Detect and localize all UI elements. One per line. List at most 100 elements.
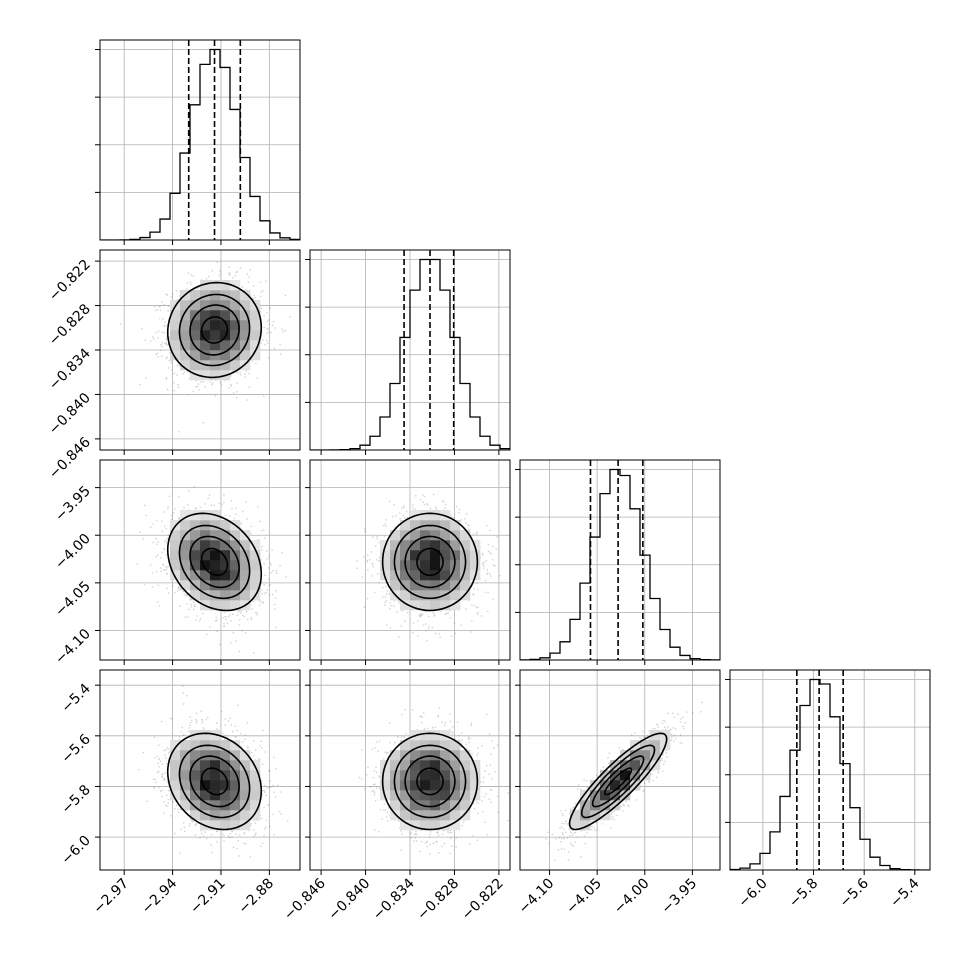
- density-cell: [460, 810, 471, 821]
- density-cell: [190, 520, 201, 531]
- density-cell: [440, 550, 451, 561]
- density-cell: [620, 750, 631, 761]
- density-cell: [240, 310, 251, 321]
- density-cell: [240, 750, 251, 761]
- x-tick-label: −2.91: [187, 876, 229, 918]
- density-cell: [180, 320, 191, 331]
- density-cell: [220, 820, 231, 831]
- density-cell: [250, 540, 261, 551]
- density-cell: [420, 810, 431, 821]
- density-cell: [410, 530, 421, 541]
- density-cell: [170, 750, 181, 761]
- density-cell: [440, 530, 451, 541]
- density-cell: [430, 790, 441, 801]
- density-cell: [450, 520, 461, 531]
- density-cell: [210, 280, 221, 291]
- density-cell: [180, 510, 191, 521]
- density-cell: [200, 330, 211, 341]
- contour-line: [603, 767, 633, 796]
- density-cell: [230, 350, 241, 361]
- density-cell: [420, 750, 431, 761]
- density-cell: [640, 750, 651, 761]
- density-cell: [200, 510, 211, 521]
- density-cell: [220, 740, 231, 751]
- density-cell: [400, 800, 411, 811]
- density-cell: [220, 350, 231, 361]
- density-cell: [410, 540, 421, 551]
- contour-line: [393, 744, 467, 819]
- density-cell: [200, 810, 211, 821]
- contour-line: [178, 524, 251, 600]
- density-cell: [220, 540, 231, 551]
- density-cell: [570, 820, 581, 831]
- density-cell: [200, 370, 211, 381]
- density-cell: [590, 800, 601, 811]
- density-cell: [400, 580, 411, 591]
- density-cell: [190, 780, 201, 791]
- contour-line: [166, 512, 263, 612]
- density-cell: [420, 550, 431, 561]
- density-cell: [230, 280, 241, 291]
- density-cell: [390, 580, 401, 591]
- density-cell: [200, 550, 211, 561]
- density-cell: [580, 800, 591, 811]
- y-tick-label: −3.95: [52, 483, 94, 525]
- density-cell: [240, 590, 251, 601]
- density-cell: [210, 780, 221, 791]
- density-cell: [220, 570, 231, 581]
- density-cell: [230, 800, 241, 811]
- density-cell: [180, 520, 191, 531]
- density-cell: [570, 810, 581, 821]
- density-cell: [210, 540, 221, 551]
- density-cell: [630, 750, 641, 761]
- density-cell: [200, 790, 211, 801]
- density-cell: [170, 790, 181, 801]
- density-cell: [450, 800, 461, 811]
- histogram-0: [100, 40, 300, 240]
- density-cell: [440, 770, 451, 781]
- density-cell: [630, 780, 641, 791]
- density-cell: [430, 530, 441, 541]
- density-cell: [230, 540, 241, 551]
- panel-frame: [519, 459, 721, 661]
- density-cell: [180, 580, 191, 591]
- density-cell: [240, 540, 251, 551]
- density-cell: [640, 760, 651, 771]
- density-cell: [580, 820, 591, 831]
- density-cell: [610, 780, 621, 791]
- density-cell: [220, 360, 231, 371]
- contour-line: [200, 316, 229, 344]
- density-cell: [390, 760, 401, 771]
- histogram-step: [100, 48, 300, 240]
- density-cell: [600, 780, 611, 791]
- density-cell: [220, 750, 231, 761]
- y-tick-label: −5.4: [58, 681, 93, 716]
- density-cell: [210, 340, 221, 351]
- contour-line: [189, 304, 240, 356]
- density-cell: [170, 550, 181, 561]
- x-tick-label: −2.97: [90, 876, 132, 918]
- density-cell: [620, 760, 631, 771]
- density-cell: [420, 770, 431, 781]
- density-cell: [180, 300, 191, 311]
- density-cell: [430, 730, 441, 741]
- contour-line: [381, 732, 479, 831]
- density-cell: [200, 310, 211, 321]
- contour-line: [591, 755, 645, 808]
- panel-2-1: [310, 460, 510, 660]
- density-cell: [430, 780, 441, 791]
- density-cell: [440, 570, 451, 581]
- density-cell: [190, 570, 201, 581]
- density-cell: [190, 530, 201, 541]
- density-cell: [450, 550, 461, 561]
- density-cell: [200, 320, 211, 331]
- density-cell: [220, 590, 231, 601]
- density-cell: [390, 750, 401, 761]
- x-tick-label: −5.4: [887, 875, 922, 910]
- panel-frame: [99, 39, 301, 241]
- density-cell: [200, 540, 211, 551]
- density-cell: [430, 580, 441, 591]
- density-cell: [200, 760, 211, 771]
- density-cell: [450, 540, 461, 551]
